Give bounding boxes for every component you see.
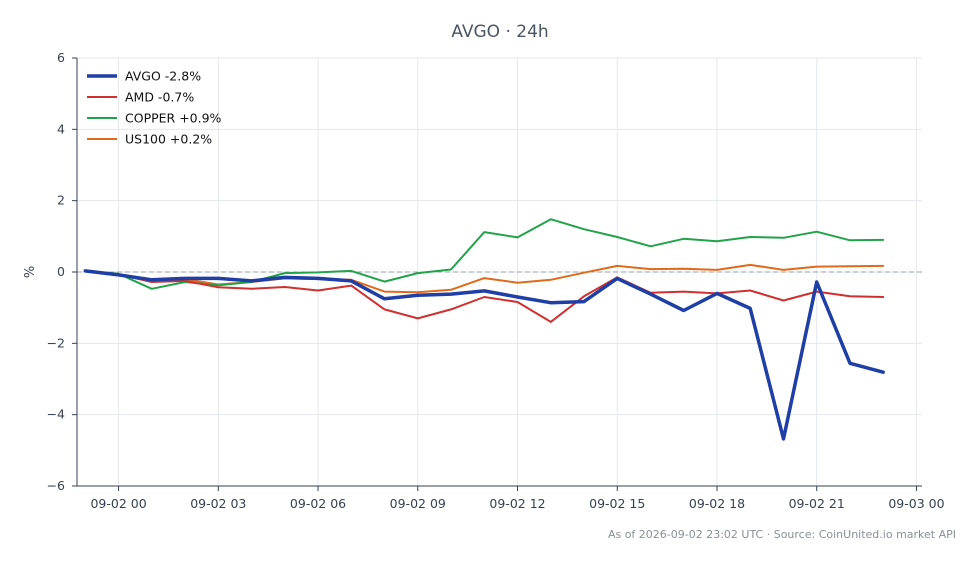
x-tick-label: 09-02 09: [390, 496, 446, 511]
legend: AVGO -2.8% AMD -0.7% COPPER +0.9% US100 +0.…: [87, 69, 222, 147]
x-tick-label: 09-02 00: [90, 496, 146, 511]
x-tick-label: 09-03 00: [888, 496, 944, 511]
y-tick-label: 2: [57, 193, 65, 208]
x-tick-label: 09-02 03: [190, 496, 246, 511]
y-tick-label: 6: [57, 50, 65, 65]
x-tick-label: 09-02 21: [789, 496, 845, 511]
legend-entry-label: AVGO -2.8%: [125, 69, 201, 84]
series-line: [84, 218, 885, 290]
y-tick-label: 0: [57, 264, 65, 279]
y-axis-label: %: [23, 266, 38, 278]
y-tick-label: −2: [47, 335, 65, 350]
y-tick-label: 4: [57, 121, 65, 136]
legend-entry-label: US100 +0.2%: [125, 132, 212, 147]
y-tick-label: −6: [47, 478, 65, 493]
series-lines: [83, 218, 885, 441]
legend-entry-label: COPPER +0.9%: [125, 111, 222, 126]
x-tick-label: 09-02 15: [589, 496, 645, 511]
y-axis-ticks: −6 −4 −2 0 2 4 6: [47, 50, 77, 493]
series-line: [83, 269, 885, 441]
x-tick-label: 09-02 06: [290, 496, 346, 511]
x-tick-label: 09-02 18: [689, 496, 745, 511]
legend-entry-label: AMD -0.7%: [125, 90, 194, 105]
source-footer: As of 2026-09-02 23:02 UTC · Source: Coi…: [608, 528, 956, 541]
y-tick-label: −4: [47, 407, 65, 422]
x-axis-ticks: 09-02 00 09-02 03 09-02 06 09-02 09 09-02 12…: [90, 486, 945, 511]
series-line: [84, 270, 885, 323]
chart-title: AVGO · 24h: [451, 22, 548, 42]
x-tick-label: 09-02 12: [489, 496, 545, 511]
